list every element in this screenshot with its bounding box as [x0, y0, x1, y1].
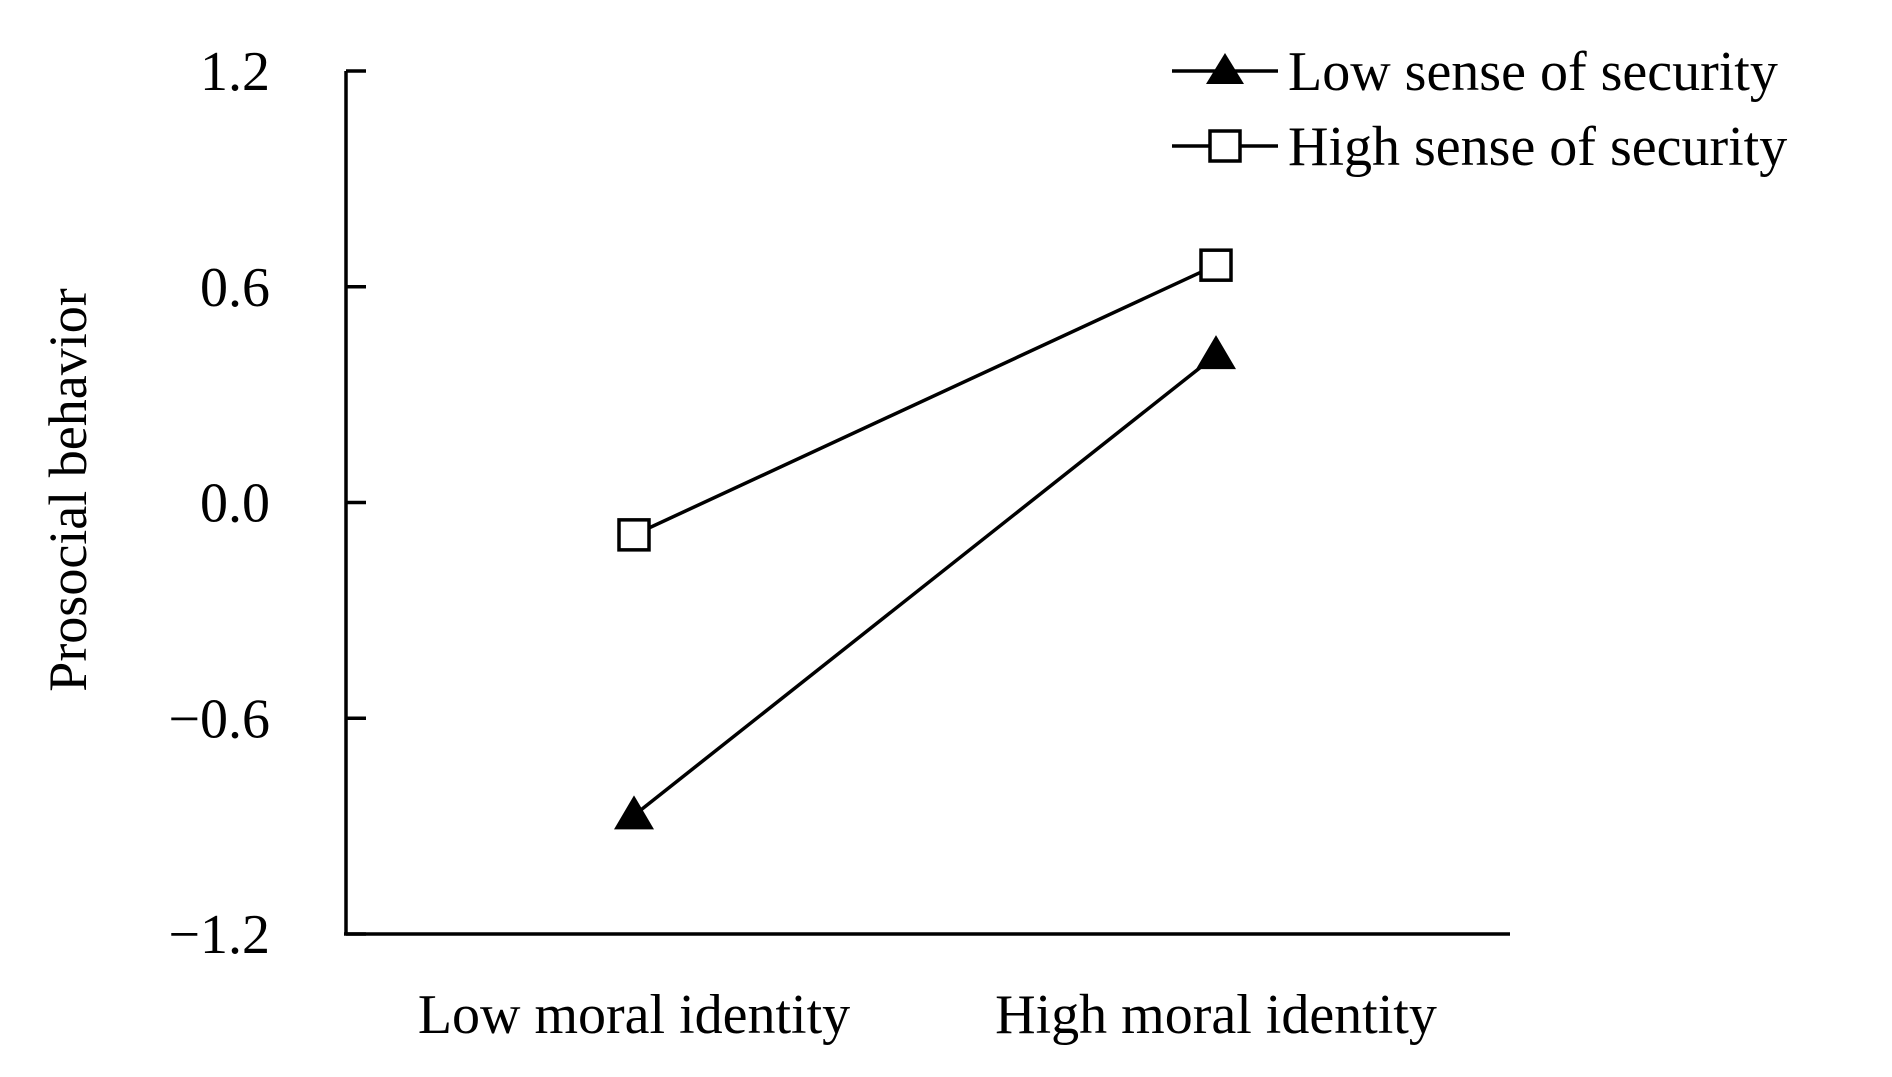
y-axis-label: Prosocial behavior	[38, 288, 98, 691]
y-tick-label: 0.6	[200, 257, 270, 319]
legend-label-high-security: High sense of security	[1288, 116, 1787, 178]
y-ticks	[346, 69, 366, 936]
series-line-high-security	[633, 263, 1217, 537]
legend-item-high-security: High sense of security	[1172, 116, 1787, 178]
y-tick-label: −0.6	[168, 688, 270, 750]
y-tick-label: 1.2	[200, 41, 270, 103]
legend-triangle-marker	[1206, 53, 1244, 84]
square-data-point	[1199, 248, 1233, 282]
y-tick-labels: 1.2 0.6 0.0 −0.6 −1.2	[168, 41, 270, 966]
legend-label-low-security: Low sense of security	[1288, 41, 1778, 103]
triangle-data-point	[1196, 335, 1236, 370]
legend-square-marker	[1208, 129, 1242, 163]
y-tick-label: −1.2	[168, 904, 270, 966]
y-tick-label: 0.0	[200, 473, 270, 535]
x-category-label-low: Low moral identity	[418, 984, 850, 1046]
triangle-data-point	[614, 795, 654, 830]
legend-item-low-security: Low sense of security	[1172, 41, 1778, 103]
series-layer	[614, 248, 1236, 830]
square-data-point	[617, 518, 651, 552]
series-line-low-security	[632, 353, 1218, 817]
legend: Low sense of security High sense of secu…	[1172, 41, 1787, 178]
x-category-label-high: High moral identity	[995, 984, 1437, 1046]
